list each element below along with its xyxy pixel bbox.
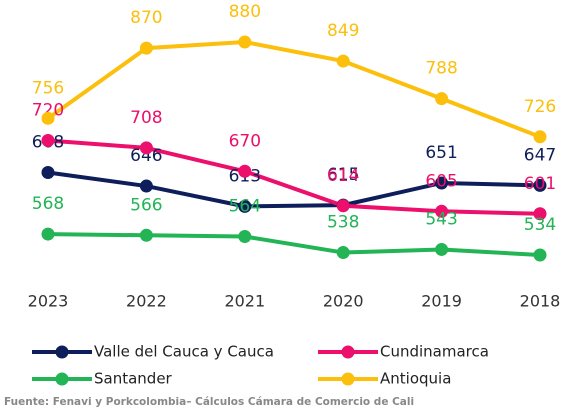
legend-marker [341, 345, 355, 359]
data-label: 564 [229, 197, 261, 217]
point [139, 179, 153, 193]
x-tick-label: 2020 [323, 292, 364, 311]
data-label: 870 [130, 8, 162, 28]
point [238, 35, 252, 49]
data-label: 601 [524, 174, 556, 194]
data-label: 720 [32, 100, 64, 120]
point [533, 178, 547, 192]
x-tick-label: 2021 [224, 292, 265, 311]
data-label: 543 [425, 209, 457, 229]
data-label: 614 [327, 166, 359, 186]
legend-marker [341, 372, 355, 386]
legend-label: Antioquia [380, 370, 451, 388]
point [435, 176, 449, 190]
point [41, 166, 55, 180]
series-line [46, 40, 541, 139]
data-label: 568 [32, 194, 64, 214]
x-tick-label: 2018 [520, 292, 561, 311]
data-label: 534 [524, 215, 556, 235]
point [139, 141, 153, 155]
series-line [47, 232, 541, 257]
point [533, 130, 547, 144]
source: Fuente: Fenavi y Porkcolombia– Cálculos … [4, 396, 414, 408]
data-label: 880 [229, 2, 261, 22]
legend-label: Valle del Cauca y Cauca [94, 343, 274, 361]
point [435, 204, 449, 218]
series-line [47, 138, 541, 216]
data-label: 647 [524, 145, 556, 165]
point [238, 164, 252, 178]
legend-label: Cundinamarca [380, 343, 489, 361]
series-line [47, 170, 541, 209]
legend-marker [55, 345, 69, 359]
data-label: 756 [32, 78, 64, 98]
point [41, 133, 55, 147]
point [238, 230, 252, 244]
point [533, 248, 547, 262]
legend-label: Santander [94, 370, 173, 388]
data-label: 708 [130, 108, 162, 128]
x-tick-label: 2023 [28, 292, 69, 311]
point [41, 227, 55, 241]
x-tick-label: 2019 [421, 292, 462, 311]
point [139, 228, 153, 242]
data-label: 615 [327, 165, 359, 185]
point [435, 242, 449, 256]
data-label: 726 [524, 97, 556, 117]
data-label: 849 [327, 21, 359, 41]
data-label: 646 [130, 146, 162, 166]
data-label: 651 [425, 143, 457, 163]
data-label: 538 [327, 213, 359, 233]
point [238, 199, 252, 213]
data-label: 670 [229, 131, 261, 151]
point [336, 246, 350, 260]
point [336, 199, 350, 213]
data-label: 788 [425, 59, 457, 79]
legend-marker [55, 372, 69, 386]
data-label: 566 [130, 195, 162, 215]
point [435, 92, 449, 106]
point [41, 111, 55, 125]
x-tick-label: 2022 [126, 292, 167, 311]
point [533, 207, 547, 221]
point [139, 41, 153, 55]
data-label: 605 [425, 171, 457, 191]
point [336, 54, 350, 68]
